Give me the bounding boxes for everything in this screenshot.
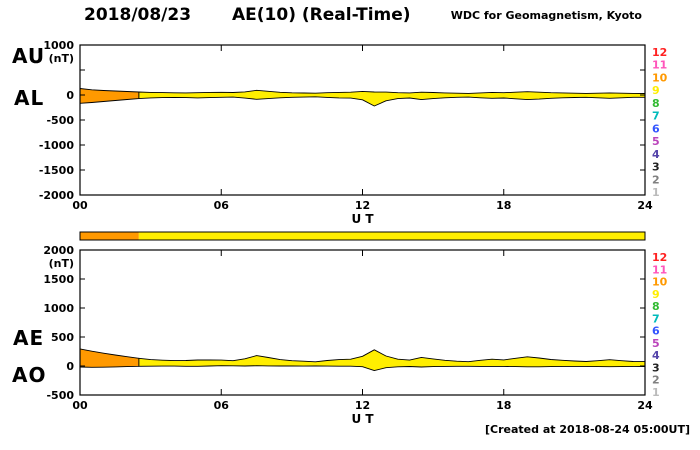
panel-ae-ao: 2000 1500 1000 500 0 -500 (nT) 00 06 12 18 24 U T (43, 244, 653, 426)
svg-text:0: 0 (66, 89, 74, 102)
svg-text:11: 11 (652, 263, 667, 276)
svg-text:-500: -500 (46, 114, 74, 127)
svg-text:10: 10 (652, 276, 668, 289)
svg-text:8: 8 (652, 97, 660, 110)
svg-text:18: 18 (496, 199, 511, 212)
svg-text:5: 5 (652, 135, 660, 148)
svg-text:U T: U T (351, 412, 374, 426)
axis-label-ae: AE (13, 326, 45, 350)
plot-title: AE(10) (Real-Time) (232, 5, 411, 25)
svg-text:-1000: -1000 (39, 139, 75, 152)
svg-text:9: 9 (652, 84, 660, 97)
svg-text:1500: 1500 (43, 273, 74, 286)
svg-text:500: 500 (51, 331, 74, 344)
axis-label-al: AL (14, 86, 45, 110)
svg-text:5: 5 (652, 337, 660, 350)
svg-text:8: 8 (652, 300, 660, 313)
svg-text:06: 06 (214, 199, 230, 212)
svg-text:06: 06 (214, 399, 230, 412)
organization-label: WDC for Geomagnetism, Kyoto (450, 9, 642, 22)
svg-text:U T: U T (351, 212, 374, 226)
svg-text:6: 6 (652, 325, 660, 338)
svg-text:1000: 1000 (43, 39, 74, 52)
svg-text:0: 0 (66, 360, 74, 373)
svg-text:3: 3 (652, 161, 660, 174)
axis-label-ao: AO (12, 363, 47, 387)
panel-au-al: 1000 0 -500 -1000 -1500 -2000 (nT) 00 06 12 18 24 U … (39, 39, 653, 226)
svg-text:2: 2 (652, 374, 660, 387)
svg-text:11: 11 (652, 59, 667, 72)
svg-text:3: 3 (652, 361, 660, 374)
svg-text:6: 6 (652, 122, 660, 135)
svg-text:12: 12 (652, 46, 667, 59)
svg-text:1000: 1000 (43, 302, 74, 315)
svg-text:00: 00 (72, 199, 88, 212)
svg-text:9: 9 (652, 288, 660, 301)
svg-text:24: 24 (637, 399, 653, 412)
svg-text:1: 1 (652, 186, 660, 199)
svg-text:-2000: -2000 (39, 189, 75, 202)
svg-text:-1500: -1500 (39, 164, 75, 177)
plot-date: 2018/08/23 (84, 5, 192, 25)
svg-text:12: 12 (355, 399, 370, 412)
svg-text:-500: -500 (46, 389, 74, 402)
station-count-bar (79, 231, 646, 241)
svg-text:2: 2 (652, 173, 660, 186)
svg-text:1: 1 (652, 386, 660, 399)
svg-text:7: 7 (652, 110, 660, 123)
svg-text:00: 00 (72, 399, 88, 412)
svg-text:(nT): (nT) (49, 52, 74, 65)
svg-text:4: 4 (652, 148, 660, 161)
svg-text:12: 12 (355, 199, 370, 212)
created-at-label: [Created at 2018-08-24 05:00UT] (484, 423, 690, 436)
svg-text:2000: 2000 (43, 244, 74, 257)
svg-text:(nT): (nT) (49, 257, 74, 270)
svg-text:10: 10 (652, 71, 668, 84)
svg-text:24: 24 (637, 199, 653, 212)
svg-text:18: 18 (496, 399, 511, 412)
svg-text:7: 7 (652, 312, 660, 325)
svg-text:12: 12 (652, 251, 667, 264)
svg-text:4: 4 (652, 349, 660, 362)
axis-label-au: AU (12, 44, 46, 68)
